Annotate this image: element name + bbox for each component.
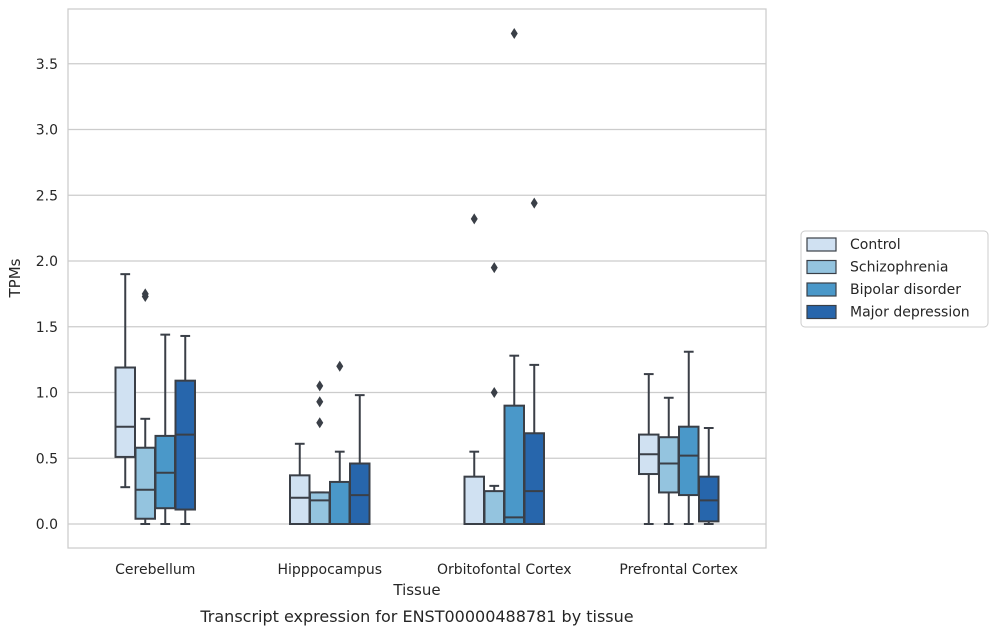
y-tick-label: 0.5 [36, 451, 58, 467]
box-group [289, 360, 371, 526]
legend-label: Schizophrenia [850, 260, 948, 276]
legend-label: Major depression [850, 305, 970, 321]
legend-swatch [806, 304, 837, 320]
y-tick-label: 3.0 [36, 123, 58, 139]
box [309, 491, 331, 526]
outlier-point [470, 213, 478, 225]
y-axis-ticks: 0.0 0.5 1.0 1.5 2.0 2.5 3.0 3.5 [36, 57, 58, 533]
box [349, 462, 371, 526]
outlier-point [316, 380, 324, 392]
y-tick-label: 3.5 [36, 57, 58, 73]
box [463, 475, 485, 526]
x-axis-ticks: Cerebellum Hipppocampus Orbitofontal Corte… [115, 562, 738, 578]
chart-caption: Transcript expression for ENST0000048878… [199, 607, 633, 626]
box [523, 432, 545, 526]
legend-swatch [806, 259, 837, 275]
outlier-point [316, 417, 324, 429]
box [329, 480, 351, 526]
y-tick-label: 2.0 [36, 254, 58, 270]
box [678, 425, 700, 497]
legend-label: Control [850, 237, 901, 253]
box-group [463, 28, 545, 526]
x-tick-label: Hipppocampus [277, 562, 382, 578]
legend-label: Bipolar disorder [850, 282, 961, 298]
box-group [114, 273, 196, 525]
x-tick-label: Orbitofontal Cortex [437, 562, 572, 578]
outlier-point [336, 360, 344, 372]
x-axis-label: Tissue [392, 581, 440, 599]
box [134, 446, 156, 520]
box [114, 366, 136, 458]
outlier-point [490, 262, 498, 274]
box [503, 404, 525, 525]
box-groups [114, 28, 720, 526]
y-axis-label: TPMs [6, 258, 24, 298]
box-group [638, 350, 720, 525]
outlier-point [316, 396, 324, 408]
box [698, 475, 720, 523]
outlier-point [141, 288, 149, 300]
plot-area-frame [67, 8, 767, 549]
legend-frame [800, 230, 989, 328]
y-tick-label: 1.0 [36, 386, 58, 402]
legend: Control Schizophrenia Bipolar disorder Majo… [800, 230, 989, 328]
outlier-point [490, 387, 498, 398]
x-tick-label: Prefrontal Cortex [619, 562, 738, 578]
y-tick-label: 2.5 [36, 188, 58, 204]
y-tick-label: 1.5 [36, 320, 58, 336]
y-tick-label: 0.0 [36, 517, 58, 533]
box [658, 436, 680, 494]
outlier-point [510, 28, 518, 40]
legend-swatch [806, 237, 837, 252]
box [289, 474, 311, 525]
box [483, 490, 505, 525]
outlier-point [530, 197, 538, 209]
box [174, 379, 196, 511]
legend-swatch [806, 282, 837, 297]
x-tick-label: Cerebellum [115, 562, 195, 578]
